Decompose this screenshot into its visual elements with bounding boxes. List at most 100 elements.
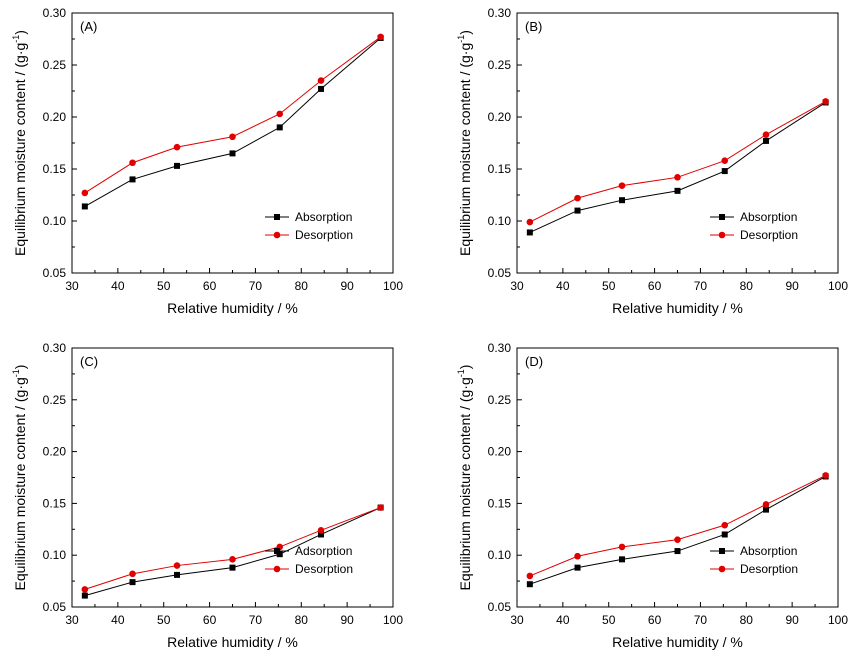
y-axis-label-main: Equilibrium moisture content / (g·g [12, 377, 28, 590]
y-tick-label: 0.30 [488, 341, 512, 355]
data-point-absorption [619, 197, 626, 204]
legend-label: Absorption [740, 544, 797, 558]
x-tick-label: 30 [65, 279, 79, 293]
y-axis-label-main: Equilibrium moisture content / (g·g [12, 43, 28, 256]
y-axis-label-tail: ) [457, 30, 473, 35]
legend-marker [718, 231, 726, 239]
data-point-absorption [526, 229, 533, 236]
x-tick-label: 100 [828, 279, 848, 293]
y-tick-label: 0.05 [43, 266, 67, 280]
y-axis-label-main: Equilibrium moisture content / (g·g [457, 43, 473, 256]
data-point-adsorption [129, 579, 136, 586]
x-tick-label: 90 [340, 613, 354, 627]
data-point-adsorption [174, 571, 181, 578]
x-tick-label: 50 [602, 613, 616, 627]
data-point-desorption [574, 194, 581, 202]
x-tick-label: 100 [383, 279, 403, 293]
data-point-desorption [762, 131, 770, 138]
chart-panel-b: 30 40 50 60 70 80 90 100 0.05 0.10 0.15 0.20 0.25 0.3… [456, 6, 848, 316]
x-tick-label: 100 [828, 613, 848, 627]
data-point-absorption [619, 556, 626, 563]
x-tick-label: 40 [556, 613, 570, 627]
x-tick-label: 80 [295, 279, 309, 293]
data-point-absorption [721, 531, 728, 538]
data-point-desorption [81, 586, 89, 593]
y-tick-label: 0.10 [488, 548, 512, 562]
data-point-absorption [174, 162, 181, 169]
x-tick-label: 90 [785, 613, 799, 627]
x-tick-label: 30 [65, 613, 79, 627]
y-axis-label-tail: ) [12, 365, 28, 370]
legend-marker [274, 548, 280, 554]
legend-marker [719, 548, 725, 554]
data-point-absorption [721, 168, 728, 175]
x-tick-label: 50 [602, 279, 616, 293]
x-tick-label: 70 [249, 613, 263, 627]
data-point-desorption [81, 189, 89, 197]
y-tick-label: 0.05 [43, 600, 67, 614]
legend-label: Desorption [295, 562, 353, 576]
x-tick-label: 100 [383, 613, 403, 627]
x-tick-label: 30 [510, 613, 524, 627]
x-tick-label: 80 [740, 613, 754, 627]
data-point-absorption [574, 564, 581, 571]
y-tick-label: 0.20 [488, 110, 512, 124]
y-tick-label: 0.30 [488, 6, 512, 20]
data-point-desorption [129, 159, 136, 167]
data-point-desorption [721, 157, 729, 164]
data-point-adsorption [276, 551, 283, 558]
y-axis-label-tail: ) [457, 365, 473, 370]
data-point-adsorption [81, 592, 88, 599]
legend-marker [273, 231, 281, 239]
legend-marker [274, 214, 280, 220]
data-point-absorption [318, 85, 325, 92]
y-tick-label: 0.25 [43, 58, 67, 72]
legend-label: Desorption [740, 562, 798, 576]
legend-label: Absorption [295, 210, 352, 224]
legend-label: Desorption [295, 228, 353, 242]
y-tick-label: 0.05 [488, 266, 512, 280]
panel-label: (B) [525, 19, 542, 34]
chart-panel-d: 30 40 50 60 70 80 90 100 0.05 0.10 0.15 0.20 0.25 0.3… [456, 341, 848, 650]
y-tick-label: 0.30 [43, 6, 67, 20]
series-line-desorption [529, 474, 826, 577]
y-tick-label: 0.25 [43, 393, 67, 407]
data-point-adsorption [229, 564, 236, 571]
data-point-desorption [721, 521, 729, 529]
panel-label: (A) [80, 19, 97, 34]
y-axis-label: Equilibrium moisture content / (g·g-1) [456, 30, 473, 256]
legend-marker [273, 565, 281, 573]
data-point-absorption [229, 150, 236, 157]
y-tick-label: 0.30 [43, 341, 67, 355]
x-tick-label: 60 [203, 279, 217, 293]
data-point-desorption [229, 556, 236, 563]
data-point-absorption [763, 506, 770, 513]
x-tick-label: 90 [340, 279, 354, 293]
x-tick-label: 40 [111, 613, 125, 627]
data-point-desorption [822, 98, 829, 105]
x-tick-label: 50 [157, 279, 171, 293]
y-axis-label: Equilibrium moisture content / (g·g-1) [456, 365, 473, 591]
y-axis-label-main: Equilibrium moisture content / (g·g [457, 377, 473, 590]
data-point-desorption [526, 218, 534, 226]
data-point-desorption [229, 133, 236, 141]
x-tick-label: 30 [510, 279, 524, 293]
x-tick-label: 40 [111, 279, 125, 293]
x-tick-label: 70 [694, 279, 708, 293]
x-tick-label: 80 [740, 279, 754, 293]
data-point-desorption [276, 110, 284, 118]
data-point-desorption [377, 33, 384, 41]
legend-label: Absorption [740, 210, 797, 224]
x-tick-label: 60 [203, 613, 217, 627]
data-point-absorption [81, 203, 88, 210]
y-tick-label: 0.15 [43, 162, 67, 176]
chart-panel-c: 30 40 50 60 70 80 90 100 0.05 0.10 0.15 0.20 0.25 0.3… [11, 341, 403, 650]
y-tick-label: 0.20 [43, 110, 67, 124]
data-point-desorption [129, 570, 136, 578]
y-axis-label-tail: ) [12, 30, 28, 35]
x-axis-label: Relative humidity / % [612, 300, 743, 316]
y-tick-label: 0.10 [488, 214, 512, 228]
y-tick-label: 0.20 [488, 445, 512, 459]
data-point-absorption [526, 581, 533, 588]
